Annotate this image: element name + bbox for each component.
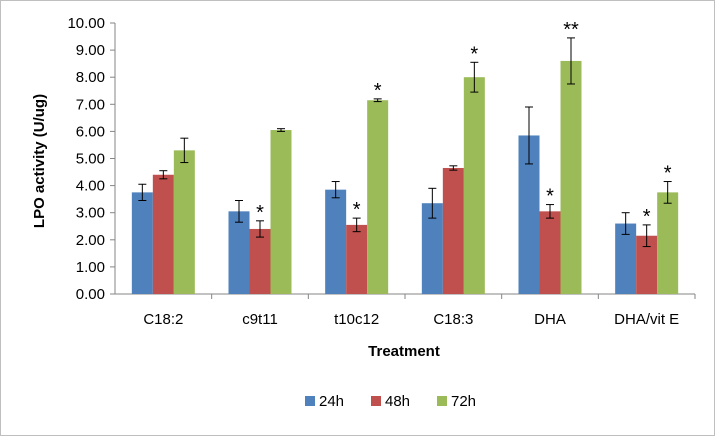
significance-star: * [256,202,264,224]
bar [463,77,485,294]
bar [421,203,443,294]
x-tick-label: DHA [534,311,566,328]
bar [152,174,174,294]
y-tick-label: 1.00 [76,259,105,276]
y-tick-label: 3.00 [76,205,105,222]
bar [636,235,658,294]
y-tick-label: 4.00 [76,178,105,195]
bar [131,192,153,294]
legend-label: 72h [451,393,476,410]
x-tick-label: C18:2 [143,311,183,328]
significance-star: * [470,43,478,65]
y-tick-label: 6.00 [76,123,105,140]
bar [539,211,561,294]
bars [131,60,679,294]
x-tick-label: t10c12 [334,311,379,328]
legend-swatch [371,396,381,406]
x-tick-label: c9t11 [242,311,278,328]
significance-star: * [643,206,651,228]
significance-markers: * ******** [256,19,672,228]
bar [657,192,679,294]
x-tick-label: DHA/vit E [614,311,679,328]
significance-star: * [353,199,361,221]
y-tick-label: 9.00 [76,42,105,59]
bar [249,228,271,294]
x-axis-title: Treatment [368,343,440,360]
bar [367,100,389,294]
legend: 24h 48h 72h [305,393,476,410]
y-axis-title: LPO activity (U/ug) [31,94,48,228]
legend-swatch [305,396,315,406]
x-tick-label: C18:3 [433,311,473,328]
error-bars [138,37,672,248]
significance-star: * [374,80,382,102]
y-tick-label: 5.00 [76,151,105,168]
significance-star: ** [563,19,579,41]
bar [325,189,347,294]
significance-star: * [664,163,672,185]
y-tick-label: 0.00 [76,286,105,303]
legend-swatch [437,396,447,406]
legend-label: 24h [319,393,344,410]
bar [173,150,195,294]
bar [228,211,250,294]
bar [346,224,368,294]
bar [442,167,464,294]
bar [518,135,540,294]
significance-star: * [546,186,554,208]
bar [615,223,637,294]
y-tick-label: 10.00 [67,15,105,32]
y-tick-label: 8.00 [76,69,105,86]
legend-label: 48h [385,393,410,410]
bar [560,60,582,294]
y-axis-ticks: 0.00 1.00 2.00 3.00 4.00 5.00 6.00 7.00 8.00 9.00… [67,15,115,303]
x-axis-ticks: C18:2 c9t11 t10c12 C18:3 DHA DHA/vit E [143,294,696,328]
y-tick-label: 7.00 [76,96,105,113]
bar [270,130,292,294]
y-tick-label: 2.00 [76,232,105,249]
